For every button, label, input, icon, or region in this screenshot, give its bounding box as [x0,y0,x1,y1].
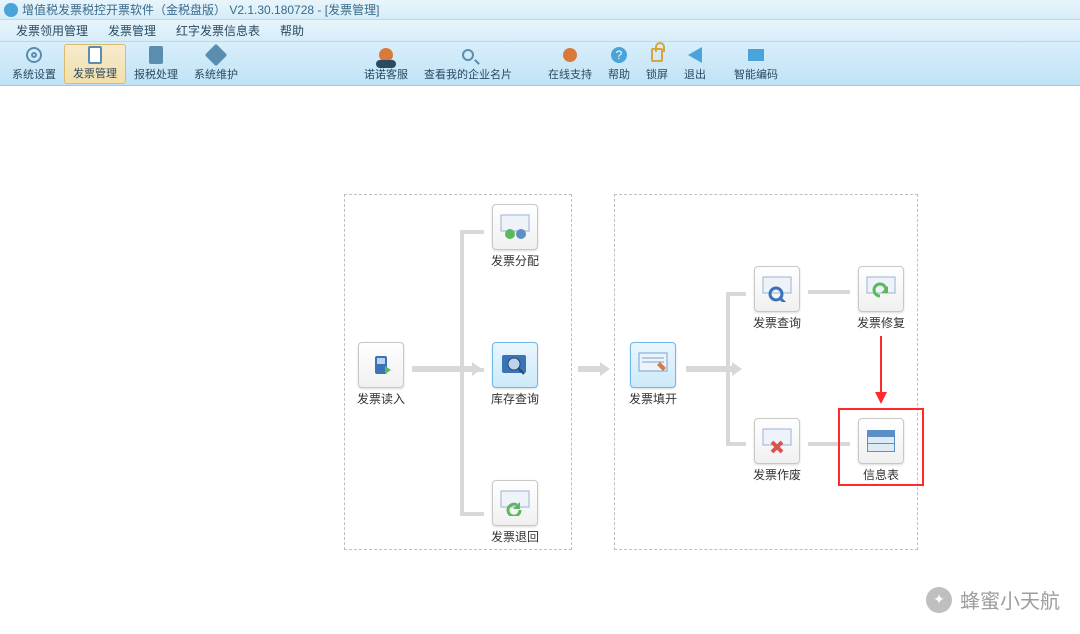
watermark-text: 蜂蜜小天航 [960,585,1060,614]
wrench-icon [206,46,226,65]
node-label: 发票读入 [352,390,410,407]
conn-right-vert [726,292,730,446]
query-icon [762,276,792,302]
node-invoice-return[interactable]: 发票退回 [486,480,544,545]
arrow-fill-to-branch [686,362,742,376]
conn-query-to-repair [808,290,850,294]
node-stock-query[interactable]: 库存查询 [486,342,544,407]
tb-exit[interactable]: 退出 [676,44,714,84]
tb-mycard[interactable]: 查看我的企业名片 [416,44,520,84]
node-invoice-repair[interactable]: 发票修复 [852,266,910,331]
highlight-info-table [838,408,924,486]
gear-icon [24,46,44,65]
node-label: 发票作废 [748,466,806,483]
node-label: 库存查询 [486,390,544,407]
conn-left-to-stock [460,368,484,372]
node-box [492,480,538,526]
help-icon: ? [609,46,629,65]
title-bar: 增值税发票税控开票软件（金税盘版） V2.1.30.180728 - [发票管理… [0,0,1080,20]
tb-label: 系统维护 [194,66,238,82]
search-icon [458,46,478,65]
tb-label: 系统设置 [12,66,56,82]
tb-label: 查看我的企业名片 [424,66,512,82]
flag-icon [746,46,766,65]
node-box [492,204,538,250]
node-label: 发票查询 [748,314,806,331]
red-arrow-annotation [880,336,882,402]
lock-icon [647,46,667,65]
tb-label: 帮助 [608,66,630,82]
toolbar: 系统设置 发票管理 报税处理 系统维护 诺诺客服 查看我的企业名片 在线支持 ?… [0,42,1080,86]
tb-label: 发票管理 [73,65,117,81]
node-invoice-fill[interactable]: 发票填开 [624,342,682,407]
workspace: 发票读入 发票分配 库存查询 发票退回 发票填开 发票查询 [0,86,1080,634]
node-label: 发票填开 [624,390,682,407]
menu-invoice-manage[interactable]: 发票管理 [98,20,166,41]
conn-left-to-assign [460,230,484,234]
usb-icon [369,353,393,377]
person-icon [376,46,396,65]
assign-icon [500,214,530,240]
tb-label: 退出 [684,66,706,82]
node-invoice-assign[interactable]: 发票分配 [486,204,544,269]
node-label: 发票修复 [852,314,910,331]
menu-invoice-acquire[interactable]: 发票领用管理 [6,20,98,41]
doc-icon [85,46,105,64]
tb-label: 锁屏 [646,66,668,82]
conn-to-query [726,292,746,296]
back-icon [685,46,705,65]
node-box [858,266,904,312]
return-icon [500,490,530,516]
menu-red-invoice[interactable]: 红字发票信息表 [166,20,270,41]
node-box [754,266,800,312]
arrow-left-to-right-panel [578,362,610,376]
wechat-icon: ✦ [926,587,952,613]
conn-to-void [726,442,746,446]
tb-sys-settings[interactable]: 系统设置 [4,44,64,84]
node-invoice-query[interactable]: 发票查询 [748,266,806,331]
window-title: 增值税发票税控开票软件（金税盘版） V2.1.30.180728 - [发票管理… [22,1,379,18]
node-invoice-read[interactable]: 发票读入 [352,342,410,407]
tb-help[interactable]: ? 帮助 [600,44,638,84]
tb-lock[interactable]: 锁屏 [638,44,676,84]
repair-icon [866,276,896,302]
tb-label: 报税处理 [134,66,178,82]
tb-sys-maint[interactable]: 系统维护 [186,44,246,84]
node-box [358,342,404,388]
stock-query-icon [500,351,530,379]
node-invoice-void[interactable]: 发票作废 [748,418,806,483]
app-icon [4,3,18,17]
tb-invoice-mgmt[interactable]: 发票管理 [64,44,126,84]
tb-label: 智能编码 [734,66,778,82]
tb-label: 在线支持 [548,66,592,82]
tb-smart-code[interactable]: 智能编码 [726,44,786,84]
tb-tax-report[interactable]: 报税处理 [126,44,186,84]
menu-bar: 发票领用管理 发票管理 红字发票信息表 帮助 [0,20,1080,42]
void-icon [762,428,792,454]
calc-icon [146,46,166,65]
node-box [754,418,800,464]
node-box [630,342,676,388]
fill-icon [638,352,668,378]
menu-help[interactable]: 帮助 [270,20,314,41]
watermark: ✦ 蜂蜜小天航 [926,585,1060,614]
support-icon [560,46,580,65]
conn-left-vert [460,230,464,516]
tb-online-support[interactable]: 在线支持 [540,44,600,84]
node-label: 发票分配 [486,252,544,269]
node-label: 发票退回 [486,528,544,545]
node-box [492,342,538,388]
conn-left-to-return [460,512,484,516]
tb-nuonuo[interactable]: 诺诺客服 [356,44,416,84]
